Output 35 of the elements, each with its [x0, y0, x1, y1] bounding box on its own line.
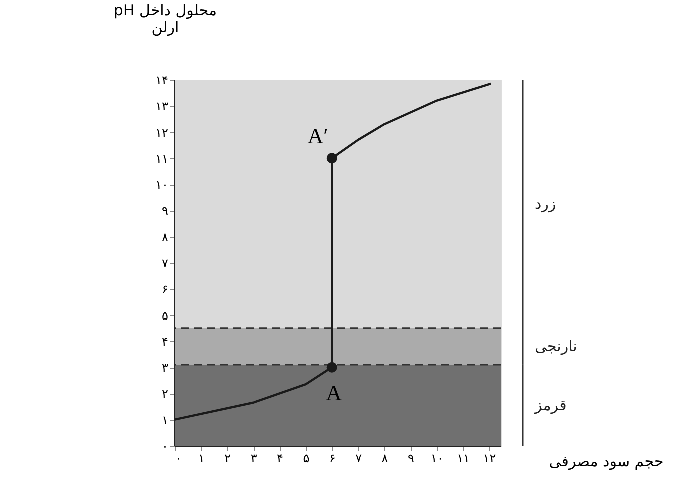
band-label: قرمز — [534, 396, 567, 414]
x-tick-label: ۱ — [198, 452, 205, 466]
y-tick-label: ۷ — [162, 256, 170, 270]
x-tick-label: ۹ — [408, 452, 414, 466]
y-tick-label: ۱۳ — [156, 100, 170, 114]
y-tick-label: ۱۴ — [156, 74, 168, 88]
y-tick-label: ۱۰ — [156, 178, 168, 192]
y-tick-label: ۱۲ — [156, 126, 168, 140]
y-tick-label: ۲ — [162, 387, 168, 402]
y-tick-label: ۱ — [162, 413, 168, 428]
x-tick-label: ۰ — [176, 452, 182, 466]
x-tick-label: ۷ — [356, 452, 363, 466]
x-tick-label: ۱۰ — [430, 452, 444, 466]
annotation: A — [326, 380, 342, 406]
x-tick-label: ۳ — [250, 452, 258, 466]
x-tick-label: ۸ — [382, 452, 389, 466]
x-tick-label: ۱۲ — [483, 452, 496, 466]
x-axis-title: حجم سود مصرفی — [549, 452, 664, 470]
y-axis-title: pH محلول داخل ارلن — [114, 2, 218, 36]
x-tick-label: ۵ — [303, 452, 310, 466]
y-tick-label: ۰ — [162, 440, 168, 454]
y-tick-label: ۱۱ — [156, 152, 168, 166]
y-tick-label: ۶ — [162, 282, 168, 297]
y-tick-label: ۳ — [162, 361, 170, 376]
y-tick-label: ۴ — [162, 334, 168, 349]
annotation: A′ — [308, 123, 328, 148]
x-tick-label: ۲ — [224, 452, 232, 466]
y-tick-label: ۹ — [162, 204, 168, 218]
x-tick-label: ۱۱ — [457, 452, 470, 466]
band-label: نارنجی — [535, 338, 578, 356]
x-tick-label: ۴ — [277, 452, 284, 466]
band-label: زرد — [535, 195, 556, 214]
y-tick-label: ۸ — [162, 230, 170, 244]
y-tick-label: ۵ — [162, 308, 168, 323]
x-tick-label: ۶ — [329, 452, 336, 466]
